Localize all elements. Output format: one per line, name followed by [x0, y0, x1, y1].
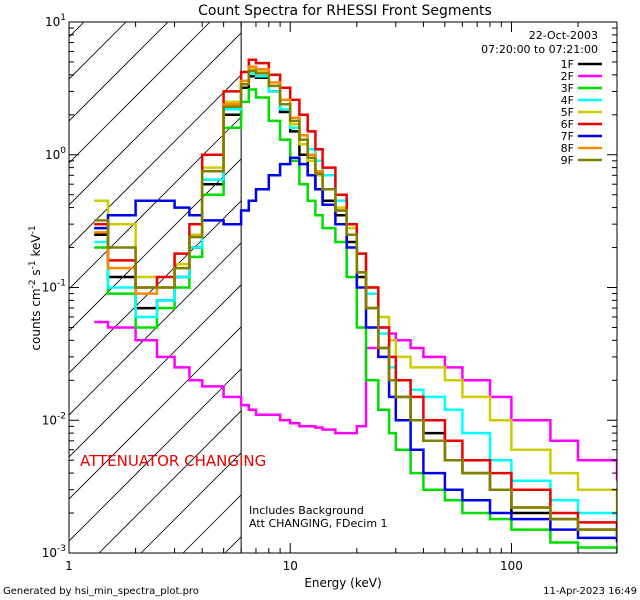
legend-label: 1F	[561, 58, 574, 71]
x-tick-label: 1	[65, 559, 73, 573]
date-annotation: 22-Oct-2003	[529, 29, 598, 42]
hatch-line	[69, 326, 242, 500]
hatch-line	[69, 284, 242, 458]
hatch-line	[0, 0, 111, 553]
y-label-exp-2: -1	[28, 260, 38, 269]
legend-label: 5F	[561, 106, 574, 119]
legend-label: 7F	[561, 130, 574, 143]
hatch-line	[267, 0, 640, 553]
y-axis: 101 100 10-1 10-2 10-3	[42, 13, 617, 560]
x-axis: 1 10 100	[65, 22, 618, 573]
chart-title: Count Spectra for RHESSI Front Segments	[198, 3, 492, 19]
hatch-line	[69, 22, 127, 80]
hatch-line	[69, 22, 211, 164]
hatch-line	[69, 158, 242, 332]
hatch-line	[69, 22, 169, 122]
y-label-s: s	[29, 269, 43, 279]
y-tick-label: 101	[45, 13, 66, 29]
attenuator-hatch-region	[0, 0, 640, 553]
y-tick-label: 10-3	[42, 544, 66, 560]
y-label-kev: keV	[29, 234, 43, 261]
hatch-line	[69, 116, 242, 290]
series-5F	[94, 66, 617, 513]
legend-label: 8F	[561, 142, 574, 155]
hatch-line	[393, 0, 640, 553]
x-tick-label: 100	[500, 559, 523, 573]
series-7F	[94, 156, 617, 543]
series-2F	[94, 320, 617, 481]
series-layer	[94, 58, 617, 553]
legend-label: 9F	[561, 154, 574, 167]
attenuator-label: ATTENUATOR CHANGING	[80, 452, 266, 470]
footer-timestamp: 11-Apr-2023 16:49	[543, 586, 637, 597]
y-tick-label: 10-1	[42, 279, 66, 295]
x-tick-label: 10	[283, 559, 298, 573]
hatch-line	[69, 242, 242, 416]
legend-label: 3F	[561, 82, 574, 95]
y-axis-label: counts cm-2 s-1 keV-1	[28, 225, 43, 350]
legend-label: 6F	[561, 118, 574, 131]
y-tick-label: 10-2	[42, 411, 66, 427]
hatch-line	[435, 0, 640, 553]
y-label-exp-1: -2	[28, 279, 38, 288]
y-label-exp-3: -1	[28, 225, 38, 234]
hatch-line	[224, 536, 242, 553]
x-axis-label: Energy (keV)	[304, 576, 381, 590]
hatch-line	[98, 410, 242, 553]
series-9F	[94, 69, 617, 538]
note-attenuator: Att CHANGING, FDecim 1	[249, 517, 388, 530]
time-range-annotation: 07:20:00 to 07:21:00	[481, 43, 598, 56]
y-tick-label: 100	[45, 146, 66, 162]
hatch-line	[69, 32, 242, 206]
hatch-line	[351, 0, 640, 553]
footer-generated-by: Generated by hsi_min_spectra_plot.pro	[3, 586, 199, 597]
legend-label: 2F	[561, 70, 574, 83]
y-label-main: counts cm	[29, 288, 43, 350]
series-3F	[94, 88, 617, 553]
note-background: Includes Background	[249, 504, 364, 517]
hatch-line	[69, 368, 242, 542]
legend-label: 4F	[561, 94, 574, 107]
